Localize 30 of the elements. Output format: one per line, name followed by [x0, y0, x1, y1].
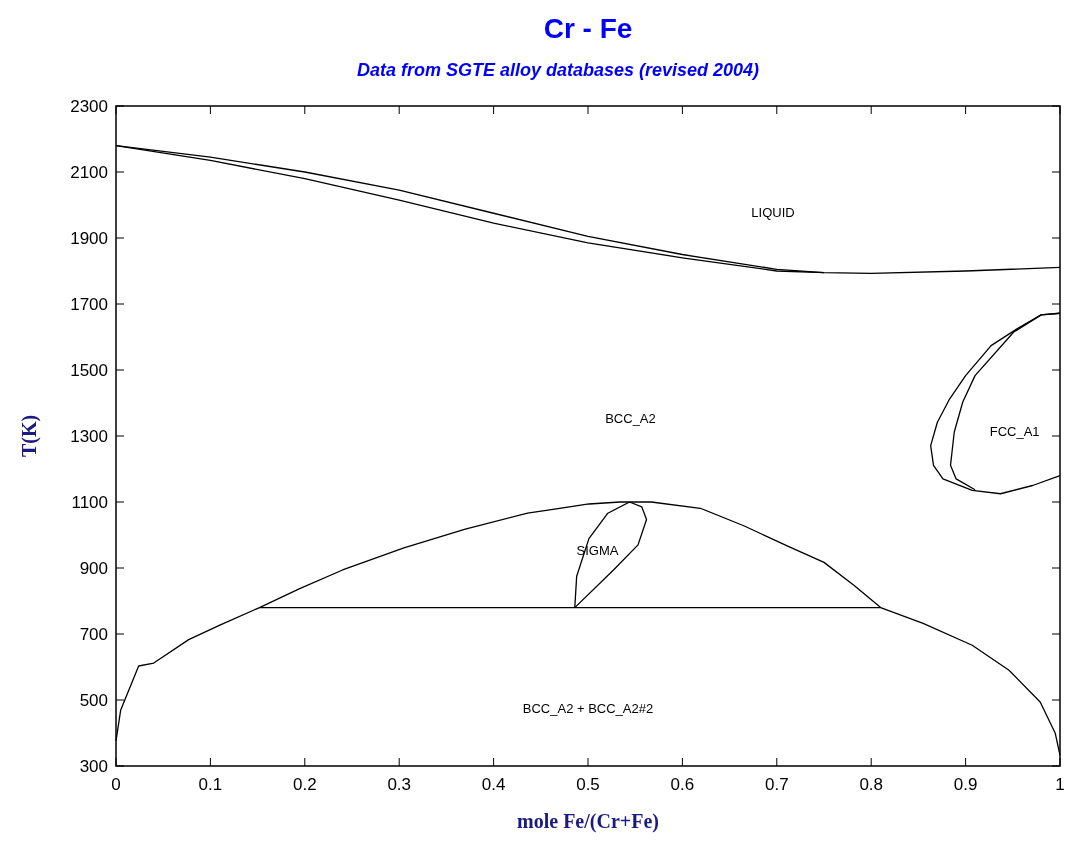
y-tick-label: 1900 — [70, 229, 108, 248]
y-tick-label: 1500 — [70, 361, 108, 380]
x-tick-label: 0.6 — [670, 775, 695, 794]
x-tick-label: 0.9 — [953, 775, 978, 794]
y-tick-label: 2100 — [70, 163, 108, 182]
x-tick-label: 0.1 — [198, 775, 223, 794]
x-axis-title: mole Fe/(Cr+Fe) — [517, 810, 659, 833]
y-tick-label: 900 — [79, 559, 108, 578]
x-tick-label: 0.2 — [292, 775, 317, 794]
annotation: BCC_A2 — [605, 410, 656, 426]
y-tick-label: 1700 — [70, 295, 108, 314]
x-tick-label: 0.5 — [576, 775, 600, 794]
annotation: FCC_A1 — [989, 424, 1040, 440]
y-tick-label: 1300 — [70, 427, 108, 446]
chart-title: Cr - Fe — [543, 13, 633, 44]
x-tick-label: 1 — [1055, 775, 1065, 794]
y-tick-label: 300 — [79, 757, 108, 776]
annotation: LIQUID — [751, 204, 795, 220]
x-tick-label: 0.8 — [859, 775, 884, 794]
y-tick-label: 500 — [79, 691, 108, 710]
annotation: BCC_A2 + BCC_A2#2 — [522, 701, 654, 717]
y-axis-title: T(K) — [18, 414, 41, 458]
x-tick-label: 0.7 — [764, 775, 789, 794]
y-tick-label: 700 — [79, 625, 108, 644]
y-tick-label: 1100 — [71, 493, 108, 512]
chart-subtitle: Data from SGTE alloy databases (revised 2004) — [356, 60, 760, 80]
x-tick-label: 0 — [111, 775, 121, 794]
y-tick-label: 2300 — [70, 97, 108, 116]
x-tick-label: 0.4 — [481, 775, 506, 794]
x-tick-label: 0.3 — [387, 775, 412, 794]
